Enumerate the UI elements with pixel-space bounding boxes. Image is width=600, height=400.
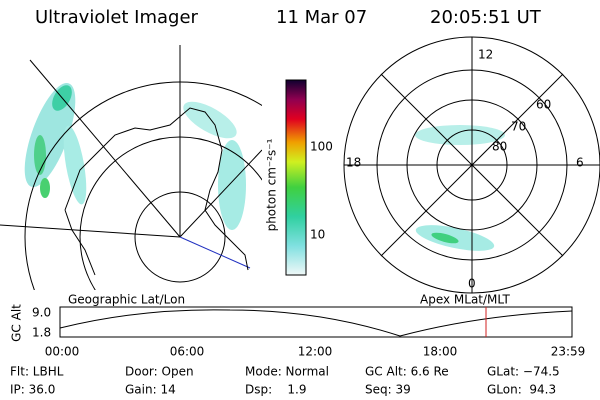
timeline-y-tick: 9.0 <box>32 306 51 320</box>
info-field: GLat: −74.5 <box>487 365 560 379</box>
polar-plot <box>343 36 600 294</box>
timeline-title: Geographic Lat/Lon <box>68 293 185 307</box>
info-field: Flt: LBHL <box>10 365 64 379</box>
altitude-curve <box>59 309 573 337</box>
mlt-label: 18 <box>346 156 361 170</box>
timeline-x-tick: 06:00 <box>170 345 205 359</box>
date: 11 Mar 07 <box>276 7 367 28</box>
instrument-title: Ultraviolet Imager <box>35 7 199 28</box>
mlat-label: 60 <box>536 98 551 112</box>
colorbar <box>285 79 307 276</box>
timeline-x-tick: 12:00 <box>298 345 333 359</box>
timeline-y-label: GC Alt <box>10 304 24 342</box>
colorbar-tick: 100 <box>310 140 333 154</box>
geographic-map <box>0 45 262 290</box>
info-field: GC Alt: 6.6 Re <box>365 365 449 379</box>
info-field: Mode: Normal <box>245 365 329 379</box>
mlat-label: 80 <box>492 140 507 154</box>
info-field: Door: Open <box>125 365 194 379</box>
mlt-label: 6 <box>576 156 584 170</box>
timeline-title: Apex MLat/MLT <box>420 293 510 307</box>
time: 20:05:51 UT <box>430 7 542 28</box>
timeline-x-tick: 18:00 <box>423 345 458 359</box>
timeline-x-tick: 23:59 <box>551 345 586 359</box>
info-field: Dsp: 1.9 <box>245 383 307 397</box>
info-field: Seq: 39 <box>365 383 411 397</box>
timeline-y-tick: 1.8 <box>32 326 51 340</box>
mlt-label: 12 <box>478 48 493 62</box>
colorbar-tick: 10 <box>310 228 325 242</box>
colorbar-label: photon cm⁻²s⁻¹ <box>265 138 279 231</box>
timeline-frame <box>59 306 573 338</box>
mlat-label: 70 <box>511 120 526 134</box>
info-field: Gain: 14 <box>125 383 176 397</box>
timeline-x-tick: 00:00 <box>45 345 80 359</box>
info-field: IP: 36.0 <box>10 383 55 397</box>
info-field: GLon: 94.3 <box>487 383 556 397</box>
mlt-label: 0 <box>468 277 476 291</box>
